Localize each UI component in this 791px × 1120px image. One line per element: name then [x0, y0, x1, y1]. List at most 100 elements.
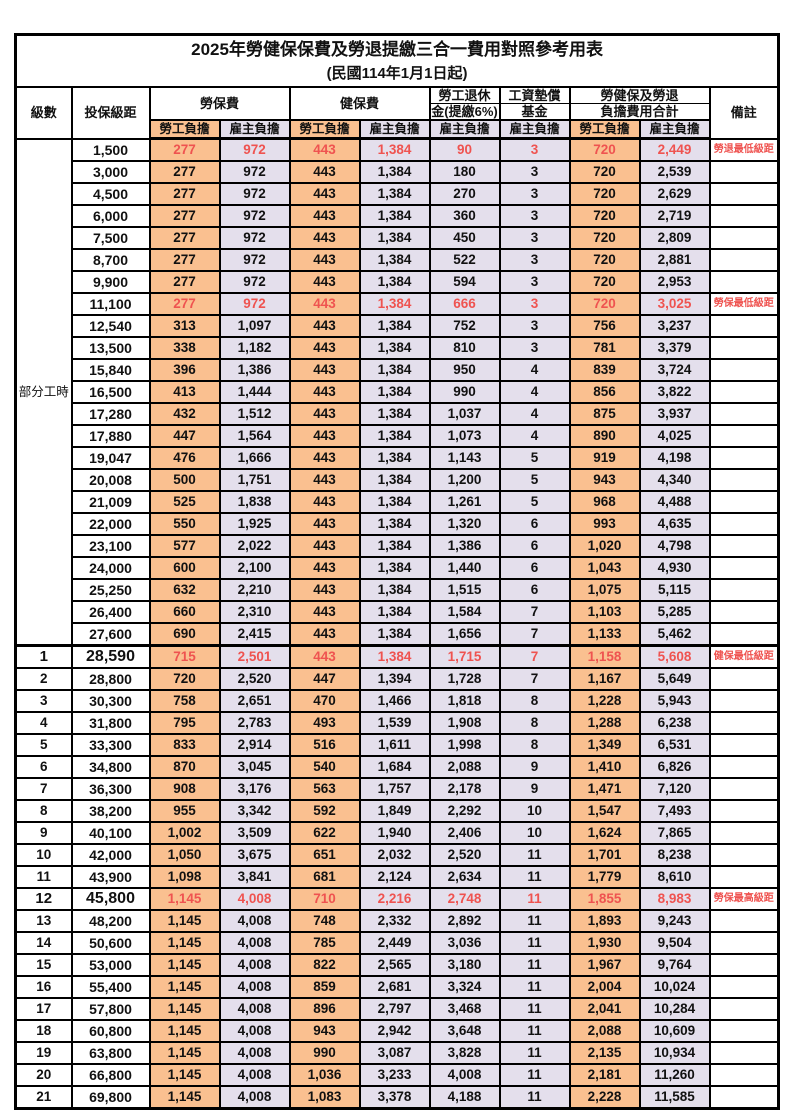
- value-cell: 748: [288, 909, 361, 933]
- value-cell: 1,182: [218, 336, 291, 360]
- note-cell: [708, 821, 780, 845]
- value-cell: 3,176: [218, 777, 291, 801]
- value-cell: 443: [288, 446, 361, 470]
- value-cell: 6: [498, 512, 571, 536]
- value-cell: 11: [498, 843, 571, 867]
- value-cell: 443: [288, 644, 361, 669]
- value-cell: 4,008: [218, 975, 291, 999]
- value-cell: 10,934: [638, 1041, 711, 1065]
- value-cell: 3,724: [638, 358, 711, 382]
- note-cell: [708, 711, 780, 735]
- note-cell: 勞退最低級距: [708, 137, 780, 162]
- bracket-cell: 28,590: [70, 644, 151, 669]
- value-cell: 9,243: [638, 909, 711, 933]
- value-cell: 6: [498, 578, 571, 602]
- table-row: 7,500 277 972 443 1,384 450 3 720 2,809: [16, 226, 780, 250]
- value-cell: 955: [148, 799, 221, 823]
- value-cell: 277: [148, 160, 221, 184]
- value-cell: 8: [498, 689, 571, 713]
- value-cell: 3,937: [638, 402, 711, 426]
- value-cell: 7: [498, 667, 571, 691]
- value-cell: 1,103: [568, 600, 641, 624]
- level-cell: 19: [14, 1041, 73, 1065]
- bracket-cell: 9,900: [70, 270, 151, 294]
- value-cell: 2,520: [218, 667, 291, 691]
- bracket-cell: 57,800: [70, 997, 151, 1021]
- value-cell: 5,943: [638, 689, 711, 713]
- table-row: 24,000 600 2,100 443 1,384 1,440 6 1,043 4,930: [16, 556, 780, 580]
- value-cell: 950: [428, 358, 501, 382]
- note-cell: [708, 600, 780, 624]
- value-cell: 2,881: [638, 248, 711, 272]
- col-header-labor-insurance: 勞保費: [148, 86, 291, 121]
- bracket-cell: 33,300: [70, 733, 151, 757]
- value-cell: 3,036: [428, 931, 501, 955]
- value-cell: 1,893: [568, 909, 641, 933]
- value-cell: 4,798: [638, 534, 711, 558]
- value-cell: 1,384: [358, 358, 431, 382]
- bracket-cell: 17,880: [70, 424, 151, 448]
- value-cell: 720: [568, 160, 641, 184]
- note-cell: [708, 358, 780, 382]
- value-cell: 10: [498, 821, 571, 845]
- value-cell: 993: [568, 512, 641, 536]
- subheader-row: 勞工負擔 雇主負擔 勞工負擔 雇主負擔 雇主負擔 雇主負擔 勞工負擔 雇主負擔: [16, 119, 779, 140]
- value-cell: 2,100: [218, 556, 291, 580]
- value-cell: 11,585: [638, 1085, 711, 1110]
- value-cell: 6: [498, 534, 571, 558]
- value-cell: 1,384: [358, 270, 431, 294]
- value-cell: 1,728: [428, 667, 501, 691]
- level-cell: 8: [14, 799, 73, 823]
- table-row: 17,280 432 1,512 443 1,384 1,037 4 875 3,937: [16, 402, 780, 426]
- value-cell: 4,340: [638, 468, 711, 492]
- col-header-health-insurance: 健保費: [288, 86, 431, 121]
- table-subtitle: (民國114年1月1日起): [326, 65, 468, 82]
- value-cell: 3: [498, 292, 571, 316]
- value-cell: 1,384: [358, 424, 431, 448]
- col-header-bracket: 投保級距: [70, 86, 151, 140]
- note-cell: [708, 424, 780, 448]
- value-cell: 4,008: [218, 1063, 291, 1087]
- level-cell: 21: [14, 1085, 73, 1110]
- value-cell: 1,849: [358, 799, 431, 823]
- value-cell: 3,324: [428, 975, 501, 999]
- value-cell: 4,635: [638, 512, 711, 536]
- note-cell: [708, 160, 780, 184]
- table-row: 11 43,900 1,098 3,841 681 2,124 2,634 11 1,779 8,…: [14, 865, 780, 889]
- value-cell: 2,634: [428, 865, 501, 889]
- value-cell: 4,008: [218, 909, 291, 933]
- note-cell: 健保最低級距: [708, 644, 780, 669]
- value-cell: 522: [428, 248, 501, 272]
- value-cell: 443: [288, 468, 361, 492]
- bracket-cell: 13,500: [70, 336, 151, 360]
- value-cell: 1,036: [288, 1063, 361, 1087]
- value-cell: 9,504: [638, 931, 711, 955]
- table-row: 26,400 660 2,310 443 1,384 1,584 7 1,103 5,285: [16, 600, 780, 624]
- note-cell: [708, 755, 780, 779]
- value-cell: 443: [288, 314, 361, 338]
- value-cell: 4,025: [638, 424, 711, 448]
- value-cell: 2,809: [638, 226, 711, 250]
- value-cell: 720: [568, 204, 641, 228]
- value-cell: 1,818: [428, 689, 501, 713]
- bracket-cell: 26,400: [70, 600, 151, 624]
- value-cell: 972: [218, 137, 291, 162]
- value-cell: 270: [428, 182, 501, 206]
- value-cell: 1,701: [568, 843, 641, 867]
- level-cell: 17: [14, 997, 73, 1021]
- bracket-cell: 40,100: [70, 821, 151, 845]
- value-cell: 919: [568, 446, 641, 470]
- value-cell: 943: [288, 1019, 361, 1043]
- value-cell: 681: [288, 865, 361, 889]
- table-row: 5 33,300 833 2,914 516 1,611 1,998 8 1,349 6,531: [14, 733, 780, 757]
- table-row: 13 48,200 1,145 4,008 748 2,332 2,892 11 1,893 9,…: [14, 909, 780, 933]
- value-cell: 8,610: [638, 865, 711, 889]
- col-header-level: 級數: [14, 86, 73, 140]
- table-row: 16 55,400 1,145 4,008 859 2,681 3,324 11 2,004 10…: [14, 975, 780, 999]
- value-cell: 781: [568, 336, 641, 360]
- value-cell: 11: [498, 997, 571, 1021]
- bracket-cell: 50,600: [70, 931, 151, 955]
- value-cell: 3,180: [428, 953, 501, 977]
- table-row: 21,009 525 1,838 443 1,384 1,261 5 968 4,488: [16, 490, 780, 514]
- level-cell: 11: [14, 865, 73, 889]
